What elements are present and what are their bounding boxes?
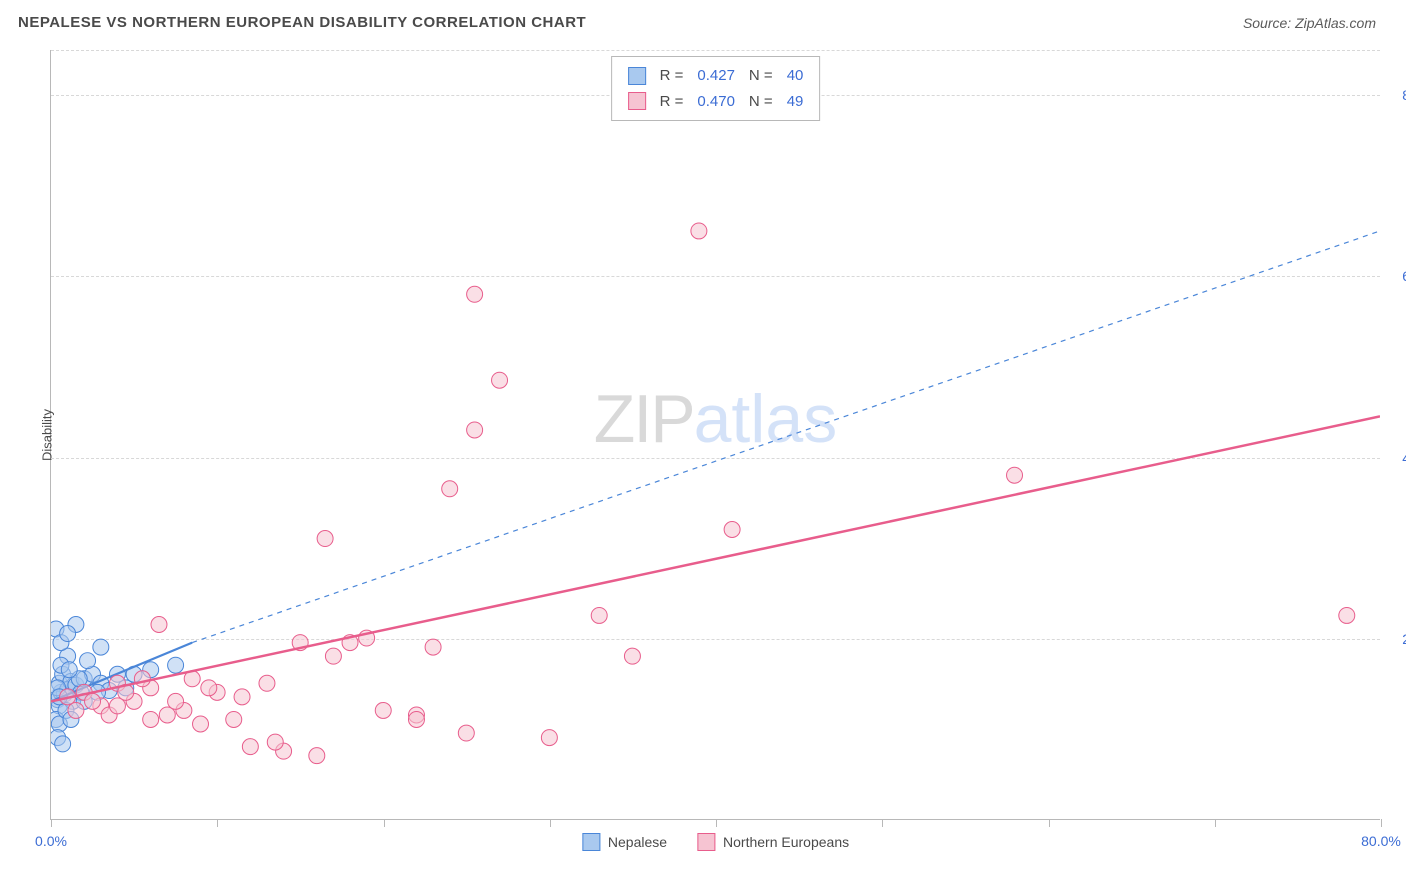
plot-area: ZIPatlas Disability 20.0%40.0%60.0%80.0%…	[50, 50, 1380, 820]
y-tick-label: 20.0%	[1402, 631, 1406, 647]
scatter-point	[193, 716, 209, 732]
scatter-point	[467, 286, 483, 302]
y-tick-label: 80.0%	[1402, 87, 1406, 103]
legend-swatch-northern-european	[697, 833, 715, 851]
legend-label-nepalese: Nepalese	[608, 834, 667, 850]
scatter-point	[93, 639, 109, 655]
chart-title: NEPALESE VS NORTHERN EUROPEAN DISABILITY…	[18, 14, 586, 31]
scatter-point	[85, 693, 101, 709]
source-attribution: Source: ZipAtlas.com	[1243, 15, 1376, 31]
x-tick	[1381, 819, 1382, 827]
legend-item-nepalese: Nepalese	[582, 833, 667, 851]
r-label: R =	[660, 63, 684, 89]
scatter-point	[458, 725, 474, 741]
trend-line	[192, 231, 1380, 643]
scatter-point	[55, 736, 71, 752]
scatter-point	[467, 422, 483, 438]
scatter-svg	[51, 50, 1380, 819]
stats-row-northern-european: R = 0.470 N = 49	[628, 89, 804, 115]
scatter-point	[168, 657, 184, 673]
n-label: N =	[749, 63, 773, 89]
r-label: R =	[660, 89, 684, 115]
x-tick-label: 0.0%	[35, 833, 67, 849]
trend-line	[51, 416, 1380, 701]
scatter-point	[134, 671, 150, 687]
scatter-point	[267, 734, 283, 750]
scatter-point	[151, 616, 167, 632]
scatter-point	[226, 711, 242, 727]
x-tick	[384, 819, 385, 827]
n-value-nepalese: 40	[787, 63, 804, 89]
legend-swatch-nepalese	[582, 833, 600, 851]
x-tick	[882, 819, 883, 827]
scatter-point	[201, 680, 217, 696]
scatter-point	[408, 711, 424, 727]
header: NEPALESE VS NORTHERN EUROPEAN DISABILITY…	[0, 0, 1406, 41]
scatter-point	[317, 531, 333, 547]
stats-legend-box: R = 0.427 N = 40 R = 0.470 N = 49	[611, 56, 821, 121]
scatter-point	[68, 702, 84, 718]
scatter-point	[541, 730, 557, 746]
scatter-point	[1339, 607, 1355, 623]
y-tick-label: 60.0%	[1402, 268, 1406, 284]
scatter-point	[325, 648, 341, 664]
n-label: N =	[749, 89, 773, 115]
x-tick	[550, 819, 551, 827]
x-tick	[1215, 819, 1216, 827]
scatter-point	[492, 372, 508, 388]
x-tick-label: 80.0%	[1361, 833, 1401, 849]
scatter-point	[724, 522, 740, 538]
swatch-northern-european	[628, 92, 646, 110]
scatter-point	[259, 675, 275, 691]
scatter-point	[591, 607, 607, 623]
scatter-point	[143, 711, 159, 727]
scatter-point	[168, 693, 184, 709]
scatter-point	[425, 639, 441, 655]
scatter-point	[624, 648, 640, 664]
y-tick-label: 40.0%	[1402, 450, 1406, 466]
scatter-point	[60, 626, 76, 642]
scatter-point	[61, 662, 77, 678]
scatter-point	[80, 653, 96, 669]
r-value-nepalese: 0.427	[697, 63, 735, 89]
stats-row-nepalese: R = 0.427 N = 40	[628, 63, 804, 89]
legend-item-northern-european: Northern Europeans	[697, 833, 849, 851]
swatch-nepalese	[628, 67, 646, 85]
n-value-northern-european: 49	[787, 89, 804, 115]
x-tick	[716, 819, 717, 827]
scatter-point	[109, 698, 125, 714]
scatter-point	[375, 702, 391, 718]
legend-bottom: Nepalese Northern Europeans	[582, 833, 849, 851]
scatter-point	[442, 481, 458, 497]
x-tick	[217, 819, 218, 827]
scatter-point	[234, 689, 250, 705]
x-tick	[1049, 819, 1050, 827]
chart-container: NEPALESE VS NORTHERN EUROPEAN DISABILITY…	[0, 0, 1406, 892]
x-tick	[51, 819, 52, 827]
scatter-point	[1007, 467, 1023, 483]
scatter-point	[242, 739, 258, 755]
legend-label-northern-european: Northern Europeans	[723, 834, 849, 850]
scatter-point	[309, 748, 325, 764]
scatter-point	[691, 223, 707, 239]
r-value-northern-european: 0.470	[697, 89, 735, 115]
